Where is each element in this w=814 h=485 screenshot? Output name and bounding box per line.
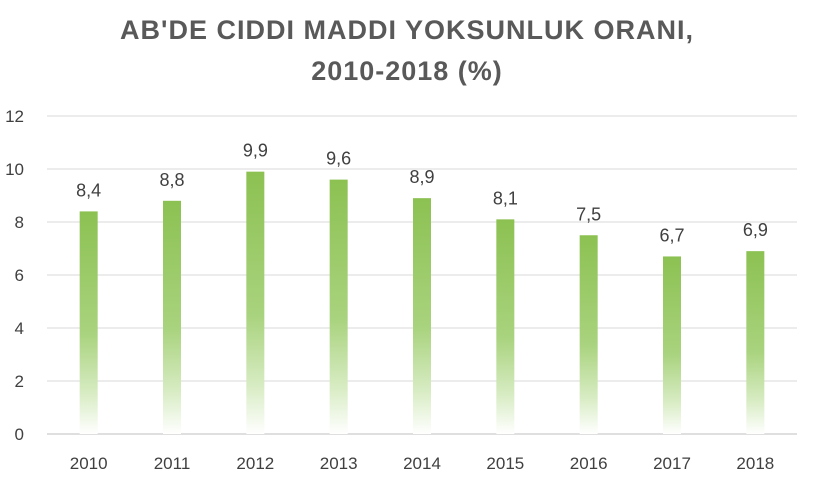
bar-2015 [496, 219, 515, 434]
y-tick-label: 8 [15, 213, 24, 232]
data-label-2011: 8,8 [159, 170, 184, 190]
y-tick-label: 6 [15, 266, 24, 285]
y-tick-label: 4 [15, 319, 24, 338]
data-label-2010: 8,4 [76, 180, 101, 200]
bars [79, 171, 765, 434]
x-tick-label-2010: 2010 [70, 454, 108, 473]
chart-title-line-2: 2010-2018 (%) [311, 56, 503, 86]
data-label-2017: 6,7 [659, 225, 684, 245]
data-label-2013: 9,6 [326, 149, 351, 169]
chart-title: AB'DE CIDDI MADDI YOKSUNLUK ORANI, 2010-… [0, 10, 814, 92]
bar-2016 [579, 235, 598, 434]
bar-2011 [163, 200, 181, 434]
y-tick-label: 0 [15, 425, 24, 444]
x-axis-tick-labels: 2010 2011 2012 2013 2014 2015 2016 2017 2018 [70, 454, 774, 473]
x-tick-label-2014: 2014 [403, 454, 441, 473]
x-tick-label-2015: 2015 [486, 454, 524, 473]
bar-2013 [329, 179, 348, 434]
y-tick-label: 2 [15, 372, 24, 391]
bar-2010 [79, 211, 98, 434]
data-label-2012: 9,9 [243, 141, 268, 161]
data-labels: 8,4 8,8 9,9 9,6 8,9 8,1 7,5 6,7 6,9 [76, 141, 768, 246]
chart-title-line-1: AB'DE CIDDI MADDI YOKSUNLUK ORANI, [120, 15, 694, 45]
x-tick-label-2013: 2013 [320, 454, 358, 473]
data-label-2014: 8,9 [409, 167, 434, 187]
bar-2018 [746, 251, 765, 434]
data-label-2015: 8,1 [493, 188, 518, 208]
x-tick-label-2012: 2012 [236, 454, 274, 473]
data-label-2016: 7,5 [576, 204, 601, 224]
x-tick-label-2011: 2011 [154, 454, 191, 473]
x-tick-label-2018: 2018 [736, 454, 774, 473]
y-axis-tick-labels: 0 2 4 6 8 10 12 [5, 107, 24, 444]
y-tick-label: 12 [5, 107, 24, 126]
bar-2017 [663, 256, 681, 434]
y-tick-label: 10 [5, 160, 24, 179]
bar-2012 [246, 171, 265, 434]
x-tick-label-2017: 2017 [653, 454, 691, 473]
bar-2014 [413, 198, 431, 434]
x-tick-label-2016: 2016 [570, 454, 608, 473]
data-label-2018: 6,9 [743, 220, 768, 240]
